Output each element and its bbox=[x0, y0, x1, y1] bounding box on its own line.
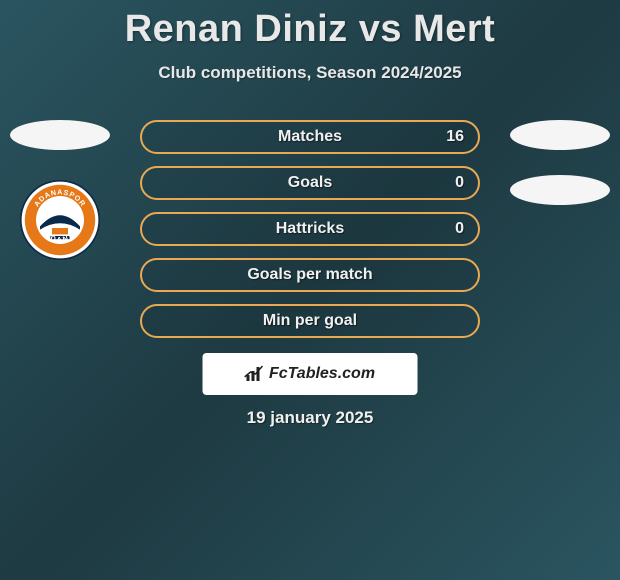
stat-right-value: 0 bbox=[455, 220, 464, 238]
vs-text: vs bbox=[359, 8, 402, 50]
subtitle: Club competitions, Season 2024/2025 bbox=[0, 63, 620, 83]
player2-avatar-placeholder bbox=[510, 120, 610, 150]
stats-container: Matches 16 Goals 0 Hattricks 0 Goals per… bbox=[140, 120, 480, 350]
watermark-text: FcTables.com bbox=[269, 365, 375, 383]
stat-label: Min per goal bbox=[263, 312, 357, 330]
stat-row-matches: Matches 16 bbox=[140, 120, 480, 154]
chart-icon bbox=[245, 365, 265, 383]
stat-row-hattricks: Hattricks 0 bbox=[140, 212, 480, 246]
stat-row-goals-per-match: Goals per match bbox=[140, 258, 480, 292]
player2-club-placeholder bbox=[510, 175, 610, 205]
stat-label: Hattricks bbox=[276, 220, 344, 238]
stat-label: Goals per match bbox=[247, 266, 372, 284]
player1-name: Renan Diniz bbox=[125, 8, 348, 50]
stat-right-value: 0 bbox=[455, 174, 464, 192]
watermark: FcTables.com bbox=[203, 353, 418, 395]
player2-name: Mert bbox=[413, 8, 495, 50]
player1-club-badge: ADANASPOR ADANA bbox=[20, 180, 100, 260]
stat-label: Matches bbox=[278, 128, 342, 146]
page-title: Renan Diniz vs Mert bbox=[0, 0, 620, 51]
stat-label: Goals bbox=[288, 174, 332, 192]
stat-row-min-per-goal: Min per goal bbox=[140, 304, 480, 338]
stat-row-goals: Goals 0 bbox=[140, 166, 480, 200]
date-text: 19 january 2025 bbox=[0, 408, 620, 428]
player1-avatar-placeholder bbox=[10, 120, 110, 150]
stat-right-value: 16 bbox=[446, 128, 464, 146]
